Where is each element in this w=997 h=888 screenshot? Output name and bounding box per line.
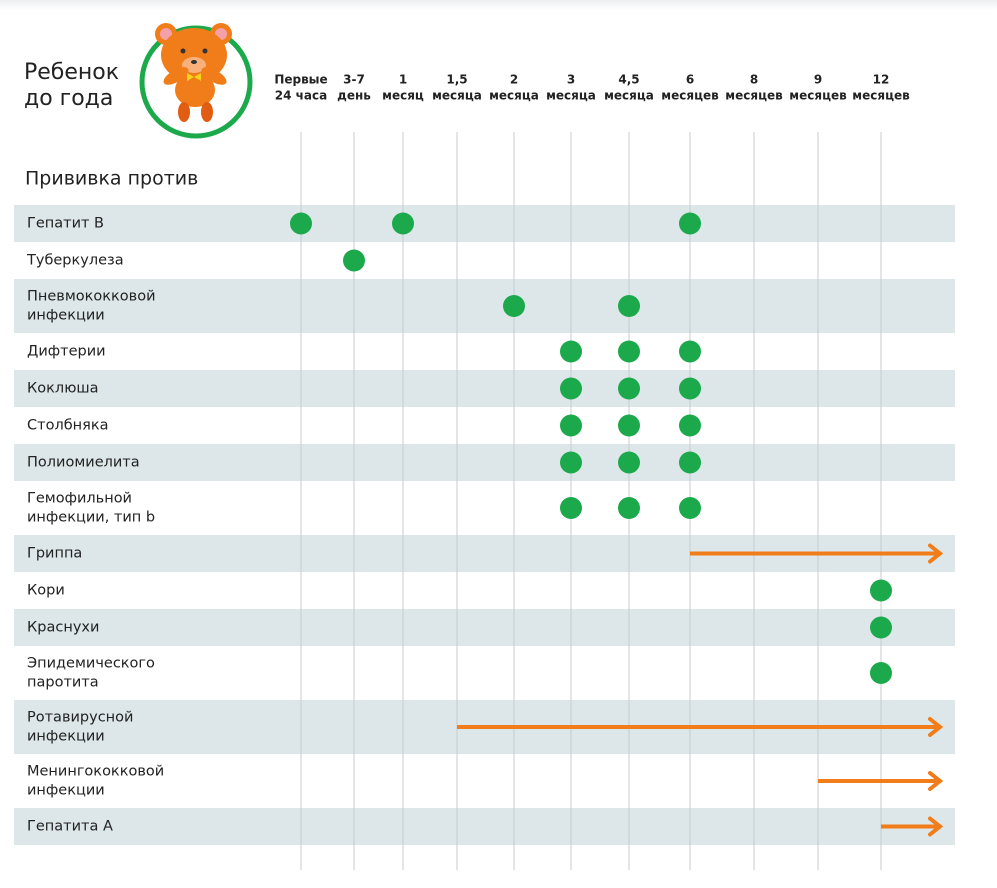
row-label: Гепатита А [27, 819, 113, 835]
column-label: месяца [489, 89, 539, 103]
dose-dot [560, 340, 582, 363]
subtitle: Прививка против [25, 168, 198, 190]
top-shadow [0, 0, 997, 10]
dose-dot [560, 497, 582, 519]
column-label: 24 часа [275, 89, 327, 103]
period-arrow [881, 816, 944, 837]
row-label: Столбняка [27, 418, 109, 434]
dose-dot [679, 340, 701, 363]
dose-dot [679, 414, 701, 437]
column-label: 8 [750, 73, 758, 87]
row-band [14, 444, 955, 481]
column-label: Первые [274, 73, 327, 87]
row-band [14, 279, 955, 333]
dose-dot [618, 414, 640, 437]
column-label: месяцев [789, 89, 847, 103]
column-label: месяцев [725, 89, 783, 103]
dose-dot [679, 212, 701, 235]
period-arrow [818, 771, 944, 791]
column-label: месяц [382, 89, 424, 103]
bear-logo [139, 23, 253, 139]
rows: Первые 24 часа 3-7 день 1 месяц 1,5 месяца 2 меся… [26, 73, 944, 837]
dose-dot [870, 616, 892, 639]
row-label: Кори [27, 583, 65, 599]
dose-dot [560, 451, 582, 474]
dose-dot [343, 249, 365, 272]
row-band [14, 370, 955, 407]
arrow-head [928, 717, 944, 737]
row-label: Пневмококковой [27, 289, 156, 305]
row-label: инфекции [27, 308, 105, 324]
dose-dot [290, 212, 312, 235]
dose-dot [618, 377, 640, 400]
column-label: месяца [546, 89, 596, 103]
row-label: инфекции [27, 729, 105, 745]
column-label: месяца [432, 89, 482, 103]
row-label: паротита [27, 675, 99, 691]
column-label: 12 [873, 73, 890, 87]
column-label: 2 [510, 73, 518, 87]
dose-dot [870, 579, 892, 602]
row-band [14, 609, 955, 646]
row-label: Гемофильной [27, 491, 132, 507]
dose-dot [618, 451, 640, 474]
row-label: Туберкулеза [26, 253, 124, 269]
dose-dot [392, 212, 414, 235]
row-label: Гриппа [27, 546, 82, 562]
dose-dot [560, 377, 582, 400]
column-label: месяцев [661, 89, 719, 103]
dose-dot [503, 295, 525, 317]
period-arrow [457, 717, 944, 737]
column-label: 9 [814, 73, 822, 87]
dose-dot [679, 451, 701, 474]
arrow-head [928, 771, 944, 791]
column-label: день [337, 89, 371, 103]
row-label: Коклюша [27, 381, 99, 397]
dose-dot [618, 340, 640, 363]
dose-dot [560, 414, 582, 437]
row-band [14, 808, 955, 845]
row-label: Дифтерии [27, 344, 106, 360]
column-label: 1,5 [446, 73, 467, 87]
row-backgrounds [14, 205, 955, 845]
dose-dot [618, 497, 640, 519]
row-label: Менингококковой [27, 764, 164, 780]
column-label: 3 [567, 73, 575, 87]
row-label: Ротавирусной [27, 710, 133, 726]
row-label: Гепатит В [27, 216, 104, 232]
dose-dot [870, 662, 892, 684]
arrow-head [928, 816, 944, 837]
column-label: месяцев [852, 89, 910, 103]
column-label: 6 [686, 73, 694, 87]
column-label: 4,5 [618, 73, 639, 87]
row-label: инфекции, тип b [27, 510, 155, 526]
dose-dot [679, 497, 701, 519]
arrow-head [928, 543, 944, 564]
period-arrow [690, 543, 944, 564]
row-label: Эпидемического [27, 656, 155, 672]
title-line: Ребенок [24, 60, 119, 85]
row-label: Краснухи [27, 620, 99, 636]
dose-dot [679, 377, 701, 400]
grid [300, 132, 882, 870]
column-label: 3-7 [343, 73, 365, 87]
dose-dot [618, 295, 640, 317]
row-label: Полиомиелита [27, 455, 140, 471]
column-label: 1 [399, 73, 407, 87]
row-band [14, 205, 955, 242]
title-line: до года [24, 86, 113, 111]
row-label: инфекции [27, 783, 105, 799]
column-label: месяца [604, 89, 654, 103]
